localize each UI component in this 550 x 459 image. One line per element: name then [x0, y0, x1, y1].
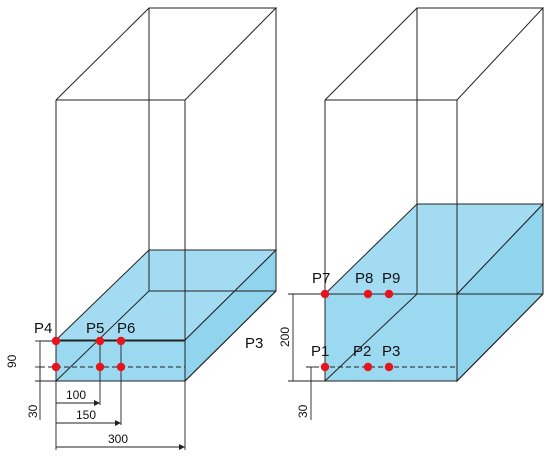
label-p8: P8	[355, 270, 373, 287]
label-p6: P6	[117, 320, 135, 337]
label-p2: P2	[353, 343, 371, 360]
dim-90-label: 90	[5, 354, 19, 368]
probe-point-p1	[320, 362, 330, 372]
label-p1: P1	[311, 343, 329, 360]
label-p3-side: P3	[245, 335, 263, 352]
probe-point-p2	[363, 362, 373, 372]
label-p3: P3	[382, 343, 400, 360]
dim-100-arrow	[94, 400, 100, 406]
left-tank: 90 30 100 150 300 P4 P5 P6	[5, 7, 278, 450]
label-p9: P9	[382, 270, 400, 287]
dim-300-label: 300	[108, 432, 128, 446]
left-box-bottom-right	[184, 290, 277, 382]
left-water-front-face	[55, 339, 186, 382]
dim-30-label-left: 30	[26, 404, 40, 418]
probe-point-lower-2	[95, 362, 105, 372]
probe-point-lower-3	[116, 362, 126, 372]
probe-point-p5	[95, 336, 105, 346]
right-tank: 200 30 P7 P8 P9 P1 P2 P3 P3	[245, 7, 545, 420]
probe-point-p3	[384, 362, 394, 372]
left-box-bottom-left	[55, 290, 150, 382]
right-box-bottom-right	[456, 293, 544, 382]
right-box-top	[324, 7, 545, 101]
label-p4: P4	[34, 320, 52, 337]
probe-point-p4	[51, 336, 61, 346]
dim-100-label: 100	[66, 388, 86, 402]
probe-point-lower-1	[51, 362, 61, 372]
label-p7: P7	[312, 270, 330, 287]
probe-point-p6	[116, 336, 126, 346]
dim-150-arrow	[115, 420, 121, 426]
probe-point-p9	[384, 289, 394, 299]
left-box-back-top	[55, 7, 278, 101]
dim-300-arrow	[179, 444, 185, 450]
right-box-bottom-left	[324, 293, 418, 382]
probe-point-p7	[320, 289, 330, 299]
dim-150-label: 150	[76, 408, 96, 422]
dim-200-label: 200	[278, 327, 292, 347]
label-p5: P5	[86, 320, 104, 337]
probe-point-p8	[363, 289, 373, 299]
dim-30-label-right: 30	[296, 404, 310, 418]
